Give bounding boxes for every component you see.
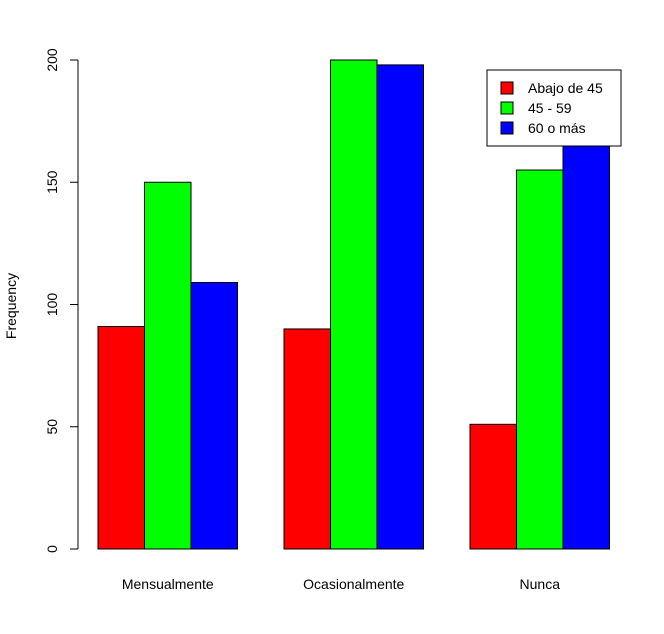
y-tick-label: 0 bbox=[44, 545, 60, 553]
y-axis: 0 50 100 150 200 bbox=[44, 48, 79, 553]
bar bbox=[190, 281, 238, 550]
x-axis-labels: Mensualmente Ocasionalmente Nunca bbox=[122, 576, 560, 592]
legend-swatch bbox=[500, 121, 514, 135]
y-tick-label: 200 bbox=[44, 48, 60, 72]
y-tick-label: 50 bbox=[44, 419, 60, 435]
legend-label: Abajo de 45 bbox=[528, 80, 603, 96]
bar bbox=[144, 181, 192, 550]
legend-swatch bbox=[500, 81, 514, 95]
bar bbox=[376, 64, 424, 550]
category-label: Nunca bbox=[520, 576, 561, 592]
y-axis-title: Frequency bbox=[3, 273, 19, 339]
bar bbox=[516, 169, 564, 550]
bar bbox=[330, 59, 378, 550]
legend: Abajo de 45 45 - 59 60 o más bbox=[486, 69, 622, 147]
bar bbox=[283, 328, 331, 550]
legend-swatch bbox=[500, 101, 514, 115]
legend-label: 45 - 59 bbox=[528, 100, 572, 116]
category-label: Ocasionalmente bbox=[303, 576, 404, 592]
y-tick-label: 100 bbox=[44, 293, 60, 317]
bar bbox=[562, 127, 610, 550]
bar bbox=[469, 423, 517, 550]
bar bbox=[97, 326, 145, 550]
legend-label: 60 o más bbox=[528, 120, 586, 136]
y-tick-label: 150 bbox=[44, 170, 60, 194]
category-label: Mensualmente bbox=[122, 576, 214, 592]
bars-layer bbox=[97, 59, 610, 550]
